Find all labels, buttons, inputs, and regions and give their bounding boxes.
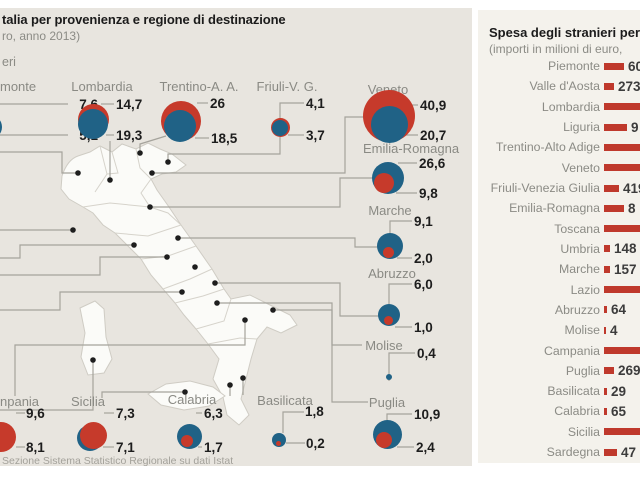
bar-row: Valle d'Aosta 273 [478, 76, 640, 96]
bar-row: Toscana [478, 219, 640, 239]
bar [604, 326, 606, 334]
bar-row-label: Lombardia [541, 99, 600, 114]
panel-subtitle: (importi in milioni di euro, [489, 42, 623, 56]
bar-row: Sardegna 47 [478, 442, 640, 462]
bar-row-label: Sardegna [546, 445, 600, 460]
bar [604, 265, 610, 273]
bar-row: Campania [478, 340, 640, 360]
bar-row-label: Umbria [560, 241, 600, 256]
bar-value: 157 [614, 261, 637, 277]
bar [604, 123, 627, 131]
bar-row-label: Liguria [563, 120, 600, 135]
bar [604, 164, 640, 172]
page-subtitle: ro, anno 2013) [2, 29, 81, 43]
bar-value: 8 [628, 200, 636, 216]
bar-value: 273 [618, 78, 640, 94]
bar [604, 407, 607, 415]
bar [604, 225, 640, 233]
bar-row: Sicilia [478, 422, 640, 442]
bar-row-label: Piemonte [548, 59, 600, 74]
bar [604, 347, 640, 355]
bar-row-label: Emilia-Romagna [509, 201, 600, 216]
bar-row-label: Basilicata [547, 384, 600, 399]
source-note: Sezione Sistema Statistico Regionale su … [2, 455, 234, 467]
bar-row: Calabria 65 [478, 401, 640, 421]
bar-row: Abruzzo 64 [478, 300, 640, 320]
bar-value: 64 [611, 302, 627, 318]
bar-row: Emilia-Romagna 8 [478, 198, 640, 218]
bar-value: 9 [631, 119, 639, 135]
bar-value: 269 [618, 363, 640, 379]
bar-row: Marche 157 [478, 259, 640, 279]
bar [604, 448, 617, 456]
bar [604, 286, 640, 294]
bar-row-label: Marche [558, 262, 600, 277]
bar-row-label: Friuli-Venezia Giulia [490, 181, 600, 196]
bar-row-label: Veneto [561, 160, 600, 175]
bar [604, 387, 607, 395]
bar-value: 148 [614, 241, 637, 257]
bar-row: Basilicata 29 [478, 381, 640, 401]
map-panel [0, 8, 472, 466]
bar-row-label: Sicilia [567, 424, 600, 439]
bar [604, 428, 640, 436]
bar-row-label: Puglia [565, 363, 600, 378]
bar [604, 306, 607, 314]
bar-row-label: Campania [543, 343, 600, 358]
panel-title: Spesa degli stranieri per [489, 25, 640, 40]
bar-value: 4 [610, 322, 618, 338]
bar-rows: Piemonte 60 Valle d'Aosta 273 Lombardia Ligur… [478, 56, 640, 462]
bar [604, 103, 640, 111]
bar-row-label: Lazio [570, 282, 600, 297]
bar-value: 47 [621, 444, 637, 460]
bar-row: Lombardia [478, 97, 640, 117]
bar [604, 204, 624, 212]
page-title: talia per provenienza e regione di desti… [2, 12, 286, 27]
italy-map [0, 102, 418, 448]
bar [604, 367, 614, 375]
bar-row: Puglia 269 [478, 361, 640, 381]
bar-row: Umbria 148 [478, 239, 640, 259]
bar-row-label: Trentino-Alto Adige [495, 140, 600, 155]
bar-value: 60 [628, 58, 640, 74]
bar-row-label: Abruzzo [554, 302, 600, 317]
bar-row: Piemonte 60 [478, 56, 640, 76]
bar-row-label: Toscana [554, 221, 600, 236]
bar-row: Lazio [478, 279, 640, 299]
bar-row-label: Molise [564, 323, 600, 338]
bar [604, 143, 640, 151]
bar-value: 419 [623, 180, 640, 196]
bar-value: 29 [611, 383, 627, 399]
bar-row-label: Calabria [554, 404, 600, 419]
bar [604, 82, 614, 90]
bar-row: Trentino-Alto Adige [478, 137, 640, 157]
bar-value: 65 [611, 403, 627, 419]
bar [604, 245, 610, 253]
bar-row: Friuli-Venezia Giulia 419 [478, 178, 640, 198]
bar-row: Molise 4 [478, 320, 640, 340]
spending-panel: Spesa degli stranieri per (importi in mi… [478, 10, 640, 463]
bar-row-label: Valle d'Aosta [529, 79, 600, 94]
bar-row: Veneto [478, 158, 640, 178]
legend-label: eri [2, 55, 16, 69]
bar [604, 62, 624, 70]
bar [604, 184, 619, 192]
bar-row: Liguria 9 [478, 117, 640, 137]
